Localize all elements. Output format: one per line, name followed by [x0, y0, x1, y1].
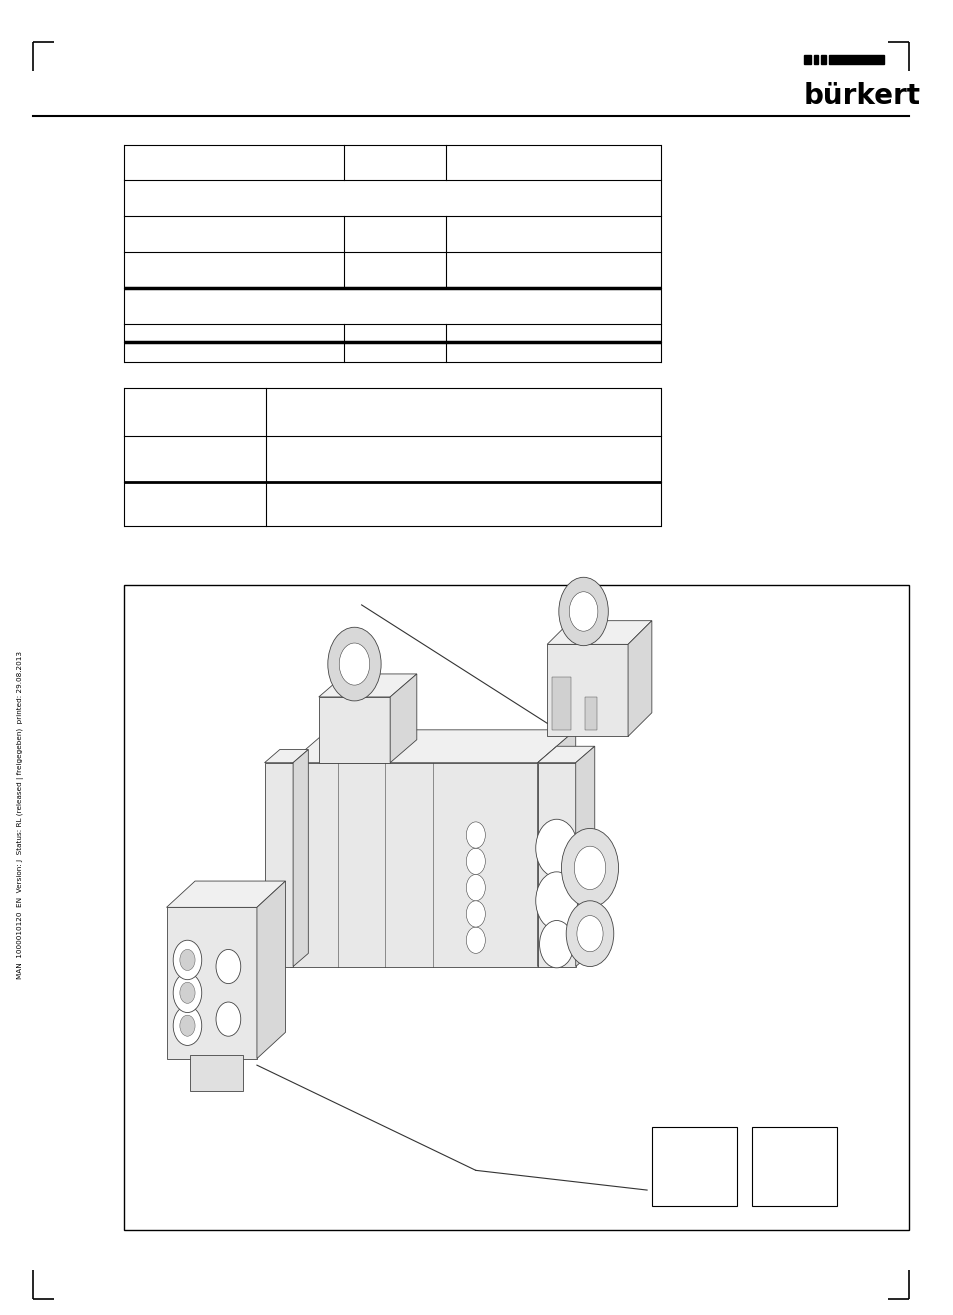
- Circle shape: [536, 819, 577, 877]
- Circle shape: [339, 643, 370, 685]
- Polygon shape: [318, 697, 390, 763]
- Polygon shape: [290, 730, 575, 763]
- Bar: [751, 1127, 837, 1206]
- Circle shape: [215, 949, 240, 984]
- Circle shape: [466, 901, 485, 927]
- Circle shape: [215, 1002, 240, 1036]
- Text: bürkert: bürkert: [803, 82, 921, 109]
- Polygon shape: [290, 763, 537, 967]
- Circle shape: [466, 822, 485, 848]
- Polygon shape: [256, 881, 285, 1059]
- Polygon shape: [264, 750, 308, 763]
- Circle shape: [180, 949, 194, 970]
- Circle shape: [539, 920, 573, 968]
- Circle shape: [577, 915, 602, 952]
- Circle shape: [558, 577, 608, 646]
- Polygon shape: [318, 673, 416, 697]
- Circle shape: [328, 627, 380, 701]
- Bar: [190, 1055, 242, 1091]
- Circle shape: [566, 901, 613, 967]
- Polygon shape: [627, 621, 651, 736]
- Circle shape: [561, 828, 618, 907]
- Polygon shape: [293, 750, 308, 967]
- Polygon shape: [537, 730, 575, 967]
- Bar: [124, 585, 908, 1230]
- Circle shape: [536, 872, 577, 930]
- Circle shape: [173, 973, 201, 1013]
- Polygon shape: [167, 881, 285, 907]
- Polygon shape: [390, 673, 416, 763]
- Circle shape: [180, 1015, 194, 1036]
- Text: MAN  1000010120  EN  Version: J  Status: RL (released | freigegeben)  printed: 2: MAN 1000010120 EN Version: J Status: RL …: [17, 651, 25, 980]
- Circle shape: [466, 874, 485, 901]
- Bar: [584, 697, 596, 730]
- Bar: [813, 55, 818, 64]
- Polygon shape: [264, 763, 293, 967]
- Circle shape: [173, 940, 201, 980]
- Circle shape: [574, 847, 605, 889]
- Circle shape: [466, 848, 485, 874]
- Bar: [803, 55, 810, 64]
- Polygon shape: [167, 907, 256, 1059]
- Polygon shape: [547, 621, 651, 644]
- Bar: [821, 55, 825, 64]
- Polygon shape: [537, 763, 575, 967]
- Bar: [552, 677, 570, 730]
- Polygon shape: [575, 746, 594, 967]
- Circle shape: [180, 982, 194, 1003]
- Bar: [651, 1127, 737, 1206]
- Polygon shape: [547, 644, 627, 736]
- Circle shape: [466, 927, 485, 953]
- Bar: [828, 55, 883, 64]
- Circle shape: [173, 1006, 201, 1045]
- Circle shape: [569, 592, 598, 631]
- Polygon shape: [537, 746, 594, 763]
